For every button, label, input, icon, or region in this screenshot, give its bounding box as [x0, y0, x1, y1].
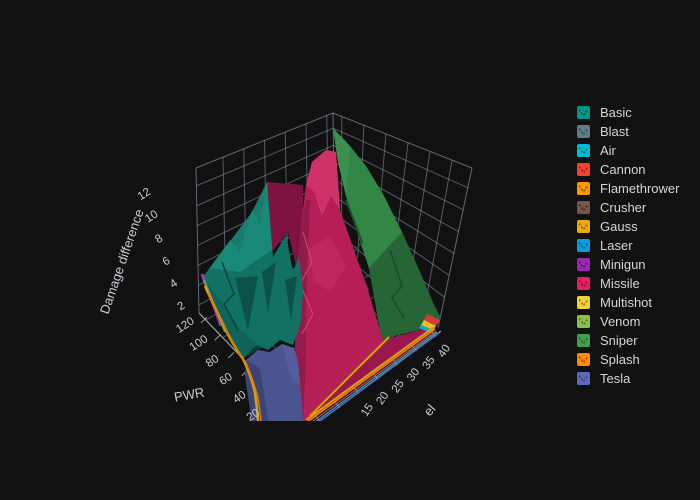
- xaxis-tick-label: 80: [204, 353, 221, 370]
- legend-item-gauss[interactable]: Gauss: [577, 217, 679, 236]
- legend-label: Air: [600, 143, 616, 158]
- pwr-tick: [227, 352, 235, 359]
- legend-swatch-icon: [577, 277, 590, 290]
- surface-edge-strips-left: [200, 273, 262, 421]
- pwr-tick: [214, 334, 221, 341]
- wall-edge: [332, 112, 473, 169]
- grid-line: [422, 160, 453, 316]
- legend-item-cannon[interactable]: Cannon: [577, 160, 679, 179]
- xaxis-tick-label: 60: [218, 371, 235, 388]
- yaxis-tick-label: 25: [390, 378, 407, 395]
- legend-label: Multishot: [600, 295, 653, 310]
- zaxis-tick-label: 2: [175, 300, 187, 314]
- legend-label: Tesla: [600, 371, 631, 386]
- legend-item-missile[interactable]: Missile: [577, 274, 679, 293]
- legend-label: Laser: [600, 238, 633, 253]
- level-tick: [315, 415, 321, 421]
- grid-line: [333, 127, 469, 189]
- legend-swatch-icon: [577, 182, 590, 195]
- legend-label: Blast: [600, 124, 629, 139]
- legend-label: Cannon: [600, 162, 646, 177]
- legend-label: Basic: [600, 105, 632, 120]
- legend-item-venom[interactable]: Venom: [577, 312, 679, 331]
- legend-swatch-icon: [577, 334, 590, 347]
- legend-label: Missile: [600, 276, 640, 291]
- xaxis-tick-label: 20: [245, 407, 262, 424]
- legend-label: Minigun: [600, 257, 646, 272]
- legend-label: Gauss: [600, 219, 638, 234]
- legend-item-laser[interactable]: Laser: [577, 236, 679, 255]
- legend-swatch-icon: [577, 258, 590, 271]
- yaxis-title-fragment: el: [421, 401, 439, 418]
- legend-item-sniper[interactable]: Sniper: [577, 331, 679, 350]
- xaxis-tick-label: 100: [188, 333, 211, 354]
- pwr-tick: [200, 316, 208, 324]
- legend-swatch-icon: [577, 201, 590, 214]
- legend-swatch-icon: [577, 144, 590, 157]
- surface-basic: [203, 180, 303, 358]
- zaxis-line: [195, 167, 200, 314]
- zaxis-title: Damage difference: [97, 207, 147, 316]
- legend-swatch-icon: [577, 296, 590, 309]
- legend-item-basic[interactable]: Basic: [577, 103, 679, 122]
- legend-item-tesla[interactable]: Tesla: [577, 369, 679, 388]
- zaxis-tick-label: 10: [143, 208, 160, 225]
- yaxis-tick-label: 30: [405, 366, 422, 383]
- xaxis-title: PWR: [173, 385, 205, 405]
- legend-label: Flamethrower: [600, 181, 680, 196]
- yaxis-tick-label: 35: [421, 354, 438, 371]
- legend-item-splash[interactable]: Splash: [577, 350, 679, 369]
- zaxis-tick-label: 4: [168, 277, 180, 291]
- legend-swatch-icon: [577, 106, 590, 119]
- legend: Basic Blast Air Cannon Flamethrower Crusher Ga…: [577, 103, 679, 388]
- legend-label: Crusher: [600, 200, 647, 215]
- legend-swatch-icon: [577, 353, 590, 366]
- surface-sniper: [333, 128, 441, 345]
- legend-item-air[interactable]: Air: [577, 141, 679, 160]
- legend-item-flamethrower[interactable]: Flamethrower: [577, 179, 679, 198]
- yaxis-tick-label: 15: [359, 402, 376, 419]
- xaxis-tick-label: 120: [174, 315, 197, 336]
- legend-label: Splash: [600, 352, 640, 367]
- legend-swatch-icon: [577, 125, 590, 138]
- wall-edge: [195, 112, 334, 169]
- legend-swatch-icon: [577, 372, 590, 385]
- legend-swatch-icon: [577, 239, 590, 252]
- xaxis-tick-label: 40: [231, 389, 248, 406]
- legend-label: Sniper: [600, 333, 638, 348]
- legend-swatch-icon: [577, 220, 590, 233]
- legend-swatch-icon: [577, 315, 590, 328]
- legend-swatch-icon: [577, 163, 590, 176]
- legend-item-multishot[interactable]: Multishot: [577, 293, 679, 312]
- surface-edge-strips-front: [305, 314, 440, 421]
- legend-label: Venom: [600, 314, 641, 329]
- zaxis-tick-label: 12: [136, 186, 153, 203]
- wall-edge: [437, 167, 473, 329]
- yaxis-tick-label: 20: [374, 390, 391, 407]
- zaxis-tick-label: 8: [153, 233, 165, 247]
- legend-item-minigun[interactable]: Minigun: [577, 255, 679, 274]
- legend-item-blast[interactable]: Blast: [577, 122, 679, 141]
- zaxis-tick-label: 6: [161, 255, 173, 269]
- legend-item-crusher[interactable]: Crusher: [577, 198, 679, 217]
- yaxis-tick-label: 40: [436, 343, 453, 360]
